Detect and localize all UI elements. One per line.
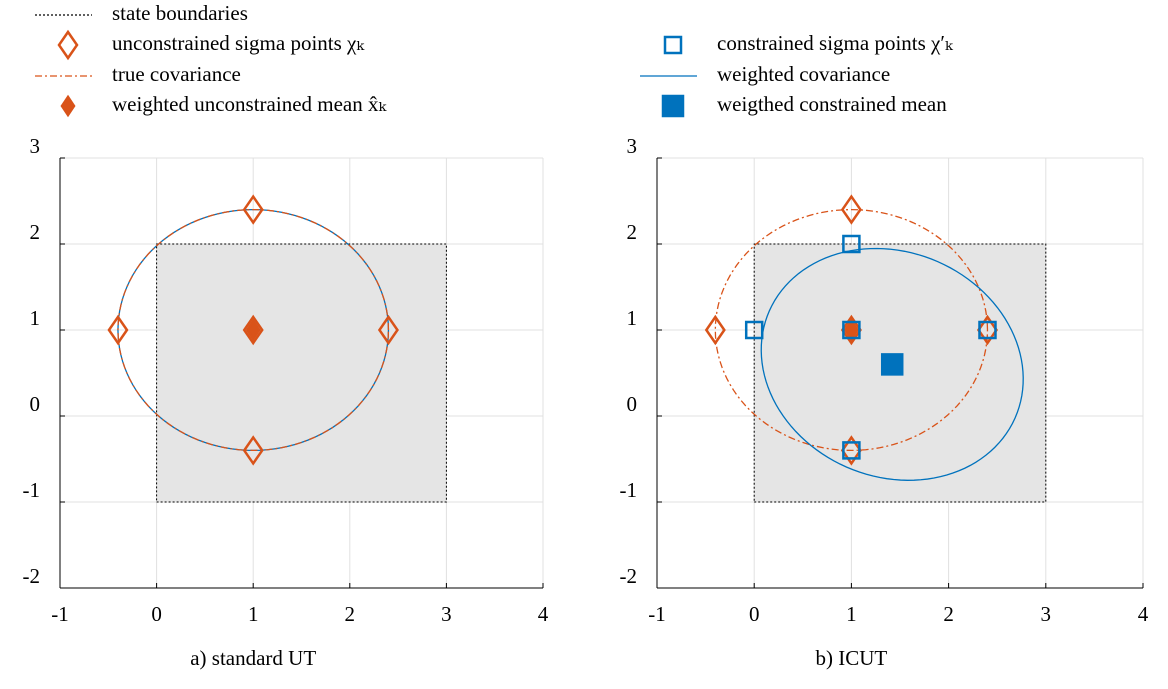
- legend-label: weighted unconstrained mean x̂ₖ: [112, 92, 387, 116]
- legend-label: constrained sigma points χ′ₖ: [717, 31, 954, 55]
- y-tick-label: 0: [627, 392, 638, 416]
- legend-label: true covariance: [112, 62, 241, 86]
- y-tick-label: -2: [620, 564, 638, 588]
- x-tick-label: 4: [538, 602, 549, 626]
- square-marker: [880, 353, 904, 376]
- covariance-ellipse: [117, 208, 390, 452]
- legend-marker: [57, 29, 79, 61]
- state-boundary: [156, 243, 447, 503]
- legend-label: weighted covariance: [717, 62, 890, 86]
- diamond-marker: [840, 435, 862, 466]
- legend-marker: [663, 35, 683, 55]
- diamond-marker: [245, 318, 261, 342]
- x-tick-label: 0: [151, 602, 162, 626]
- square-marker: [744, 320, 764, 340]
- diamond-marker: [107, 314, 129, 346]
- diamond-marker: [242, 314, 264, 346]
- legend-marker: [661, 94, 685, 118]
- y-tick-label: 2: [30, 220, 41, 244]
- square-marker: [978, 320, 997, 340]
- state-region: [156, 244, 447, 502]
- x-tick-label: 3: [1041, 602, 1052, 626]
- legend-marker: [60, 94, 76, 118]
- state-boundary: [753, 243, 1047, 503]
- x-tick-label: 2: [345, 602, 356, 626]
- diamond-marker: [976, 314, 999, 346]
- diamond-marker: [242, 194, 264, 225]
- diamond-marker: [840, 314, 862, 346]
- legend-label: weigthed constrained mean: [717, 92, 947, 116]
- legend-label: state boundaries: [112, 1, 248, 25]
- y-tick-label: 3: [30, 134, 41, 158]
- y-tick-label: -1: [23, 478, 41, 502]
- caption: a) standard UT: [190, 646, 316, 670]
- x-tick-label: 0: [749, 602, 760, 626]
- y-tick-label: 1: [30, 306, 41, 330]
- diamond-marker: [242, 435, 264, 466]
- y-tick-label: 3: [627, 134, 638, 158]
- y-tick-label: -1: [620, 478, 638, 502]
- x-tick-label: -1: [51, 602, 69, 626]
- x-tick-label: 2: [943, 602, 954, 626]
- x-tick-label: 1: [248, 602, 259, 626]
- x-tick-label: 3: [441, 602, 452, 626]
- y-tick-label: 2: [627, 220, 638, 244]
- covariance-ellipse: [714, 208, 989, 452]
- x-tick-label: 4: [1138, 602, 1149, 626]
- y-tick-label: 0: [30, 392, 41, 416]
- square-marker: [842, 234, 861, 254]
- legend-label: unconstrained sigma points χₖ: [112, 31, 365, 55]
- covariance-ellipse: [760, 247, 1024, 481]
- diamond-marker: [840, 194, 862, 225]
- square-marker: [842, 441, 861, 460]
- diamond-marker: [704, 314, 726, 346]
- caption: b) ICUT: [816, 646, 888, 670]
- y-tick-label: 1: [627, 306, 638, 330]
- x-tick-label: -1: [648, 602, 666, 626]
- y-tick-label: -2: [23, 564, 41, 588]
- square-marker: [842, 320, 861, 340]
- x-tick-label: 1: [846, 602, 857, 626]
- diamond-marker: [377, 314, 399, 346]
